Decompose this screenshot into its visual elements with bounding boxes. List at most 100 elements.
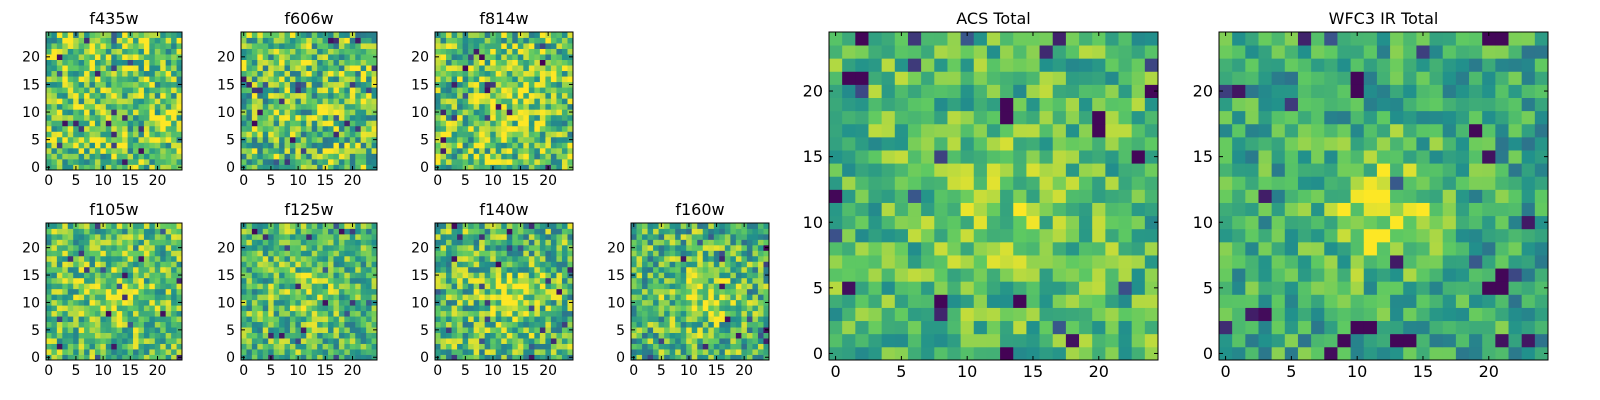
heatmap-cell [295, 59, 302, 66]
heatmap-cell [1079, 294, 1093, 308]
heatmap-cell [62, 103, 69, 110]
heatmap-cell [490, 327, 497, 333]
heatmap-cell [355, 223, 362, 229]
heatmap-cell [127, 131, 134, 138]
heatmap-cell [94, 316, 101, 323]
heatmap-cell [501, 81, 508, 88]
heatmap-cell [160, 158, 167, 165]
heatmap-cell [752, 327, 759, 333]
heatmap-cell [653, 233, 659, 240]
heatmap-cell [631, 277, 637, 284]
panel-title: f435w [89, 9, 138, 28]
heatmap-cell [446, 294, 452, 301]
heatmap-cell [311, 332, 318, 339]
heatmap-cell [127, 327, 134, 333]
heatmap-cell [752, 228, 759, 235]
heatmap-cell [1065, 268, 1080, 282]
heatmap-cell [947, 241, 961, 256]
heatmap-cell [300, 288, 307, 295]
heatmap-cell [317, 327, 323, 333]
heatmap-cell [1079, 163, 1093, 177]
heatmap-cell [440, 321, 447, 328]
heatmap-cell [468, 277, 475, 284]
heatmap-cell [702, 321, 709, 328]
heatmap-cell [680, 316, 687, 323]
heatmap-cell [84, 250, 90, 257]
heatmap-cell [528, 327, 535, 333]
heatmap-cell [468, 266, 475, 273]
heatmap-cell [165, 65, 172, 72]
heatmap-cell [545, 228, 552, 235]
heatmap-cell [279, 321, 285, 328]
heatmap-cell [338, 76, 345, 83]
heatmap-cell [322, 266, 329, 273]
x-tick-label: 10 [94, 363, 112, 379]
heatmap-cell [490, 114, 497, 121]
heatmap-cell [100, 288, 107, 295]
heatmap-cell [556, 299, 563, 306]
heatmap-cell [490, 233, 497, 240]
heatmap-cell [495, 343, 502, 350]
heatmap-cell [349, 43, 356, 49]
heatmap-cell [763, 261, 770, 268]
heatmap-cell [56, 37, 63, 44]
heatmap-cell [501, 261, 508, 268]
heatmap-cell [539, 54, 546, 60]
heatmap-cell [713, 261, 720, 268]
heatmap-cell [279, 354, 285, 361]
heatmap-cell [122, 142, 128, 149]
heatmap-cell [122, 43, 128, 49]
heatmap-cell [62, 321, 69, 328]
heatmap-cell [328, 98, 334, 105]
heatmap-cell [56, 299, 63, 306]
heatmap-cell [154, 343, 161, 350]
heatmap-cell [154, 283, 161, 290]
heatmap-cell [512, 305, 519, 312]
heatmap-cell [241, 255, 247, 262]
heatmap-cell [138, 92, 145, 99]
heatmap-cell [51, 158, 58, 165]
heatmap-cell [138, 158, 145, 165]
heatmap-cell [1052, 307, 1067, 322]
heatmap-cell [94, 349, 101, 355]
heatmap-cell [829, 189, 843, 203]
heatmap-cell [51, 316, 58, 323]
heatmap-cell [349, 103, 356, 110]
heatmap-cell [451, 261, 458, 268]
heatmap-cell [366, 125, 372, 132]
heatmap-cell [675, 349, 682, 355]
heatmap-cell [561, 70, 568, 77]
heatmap-cell [311, 338, 318, 344]
heatmap-cell [46, 228, 52, 235]
heatmap-cell [133, 255, 139, 262]
heatmap-cell [534, 48, 541, 55]
heatmap-cell [468, 54, 475, 60]
heatmap-cell [122, 239, 128, 246]
heatmap-cell [534, 76, 541, 83]
heatmap-cell [561, 92, 568, 99]
heatmap-cell [349, 125, 356, 132]
heatmap-cell [675, 305, 682, 312]
heatmap-cell [647, 299, 654, 306]
heatmap-cell [440, 239, 447, 246]
heatmap-cell [479, 327, 486, 333]
heatmap-cell [468, 158, 475, 165]
heatmap-cell [539, 305, 546, 312]
heatmap-cell [100, 272, 107, 279]
heatmap-cell [947, 176, 961, 190]
panel-title: f140w [479, 200, 528, 219]
y-tick-label: 15 [217, 268, 235, 284]
heatmap-cell [333, 131, 340, 138]
heatmap-cell [473, 153, 480, 160]
heatmap-cell [708, 332, 715, 339]
heatmap-cell [484, 125, 491, 132]
heatmap-cell [484, 223, 491, 229]
heatmap-cell [647, 349, 654, 355]
heatmap-cell [89, 158, 96, 165]
heatmap-cell [344, 354, 351, 361]
heatmap-cell [468, 43, 475, 49]
heatmap-cell [94, 92, 101, 99]
heatmap-cell [116, 277, 123, 284]
heatmap-cell [171, 277, 177, 284]
heatmap-cell [457, 255, 463, 262]
